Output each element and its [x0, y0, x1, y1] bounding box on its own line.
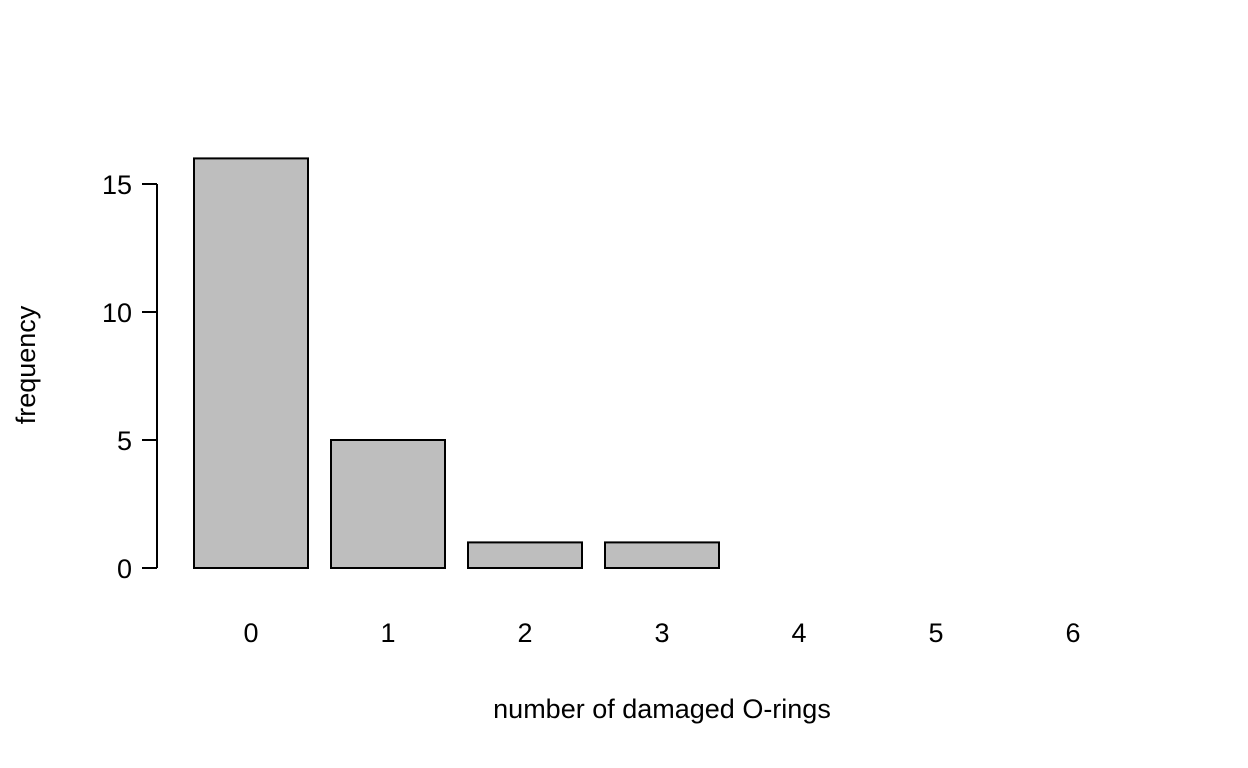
x-tick-label-1: 1 [380, 618, 395, 648]
x-tick-label-5: 5 [928, 618, 943, 648]
x-tick-labels: 0 1 2 3 4 5 6 [243, 618, 1080, 648]
y-tick-label-5: 5 [117, 426, 132, 456]
bar-0 [193, 157, 309, 569]
bar-1 [330, 439, 446, 569]
x-tick-label-6: 6 [1065, 618, 1080, 648]
x-tick-label-2: 2 [517, 618, 532, 648]
bars-group [193, 157, 720, 570]
y-tick-label-10: 10 [102, 298, 132, 328]
y-tick-label-15: 15 [102, 170, 132, 200]
y-tick-label-0: 0 [117, 554, 132, 584]
y-axis-title: frequency [11, 305, 41, 424]
x-tick-label-4: 4 [791, 618, 806, 648]
x-axis-title: number of damaged O-rings [493, 694, 831, 724]
bar-3 [604, 541, 720, 570]
x-tick-label-3: 3 [654, 618, 669, 648]
x-tick-label-0: 0 [243, 618, 258, 648]
bar-2 [467, 541, 583, 570]
y-axis: 0 5 10 15 [102, 170, 158, 584]
